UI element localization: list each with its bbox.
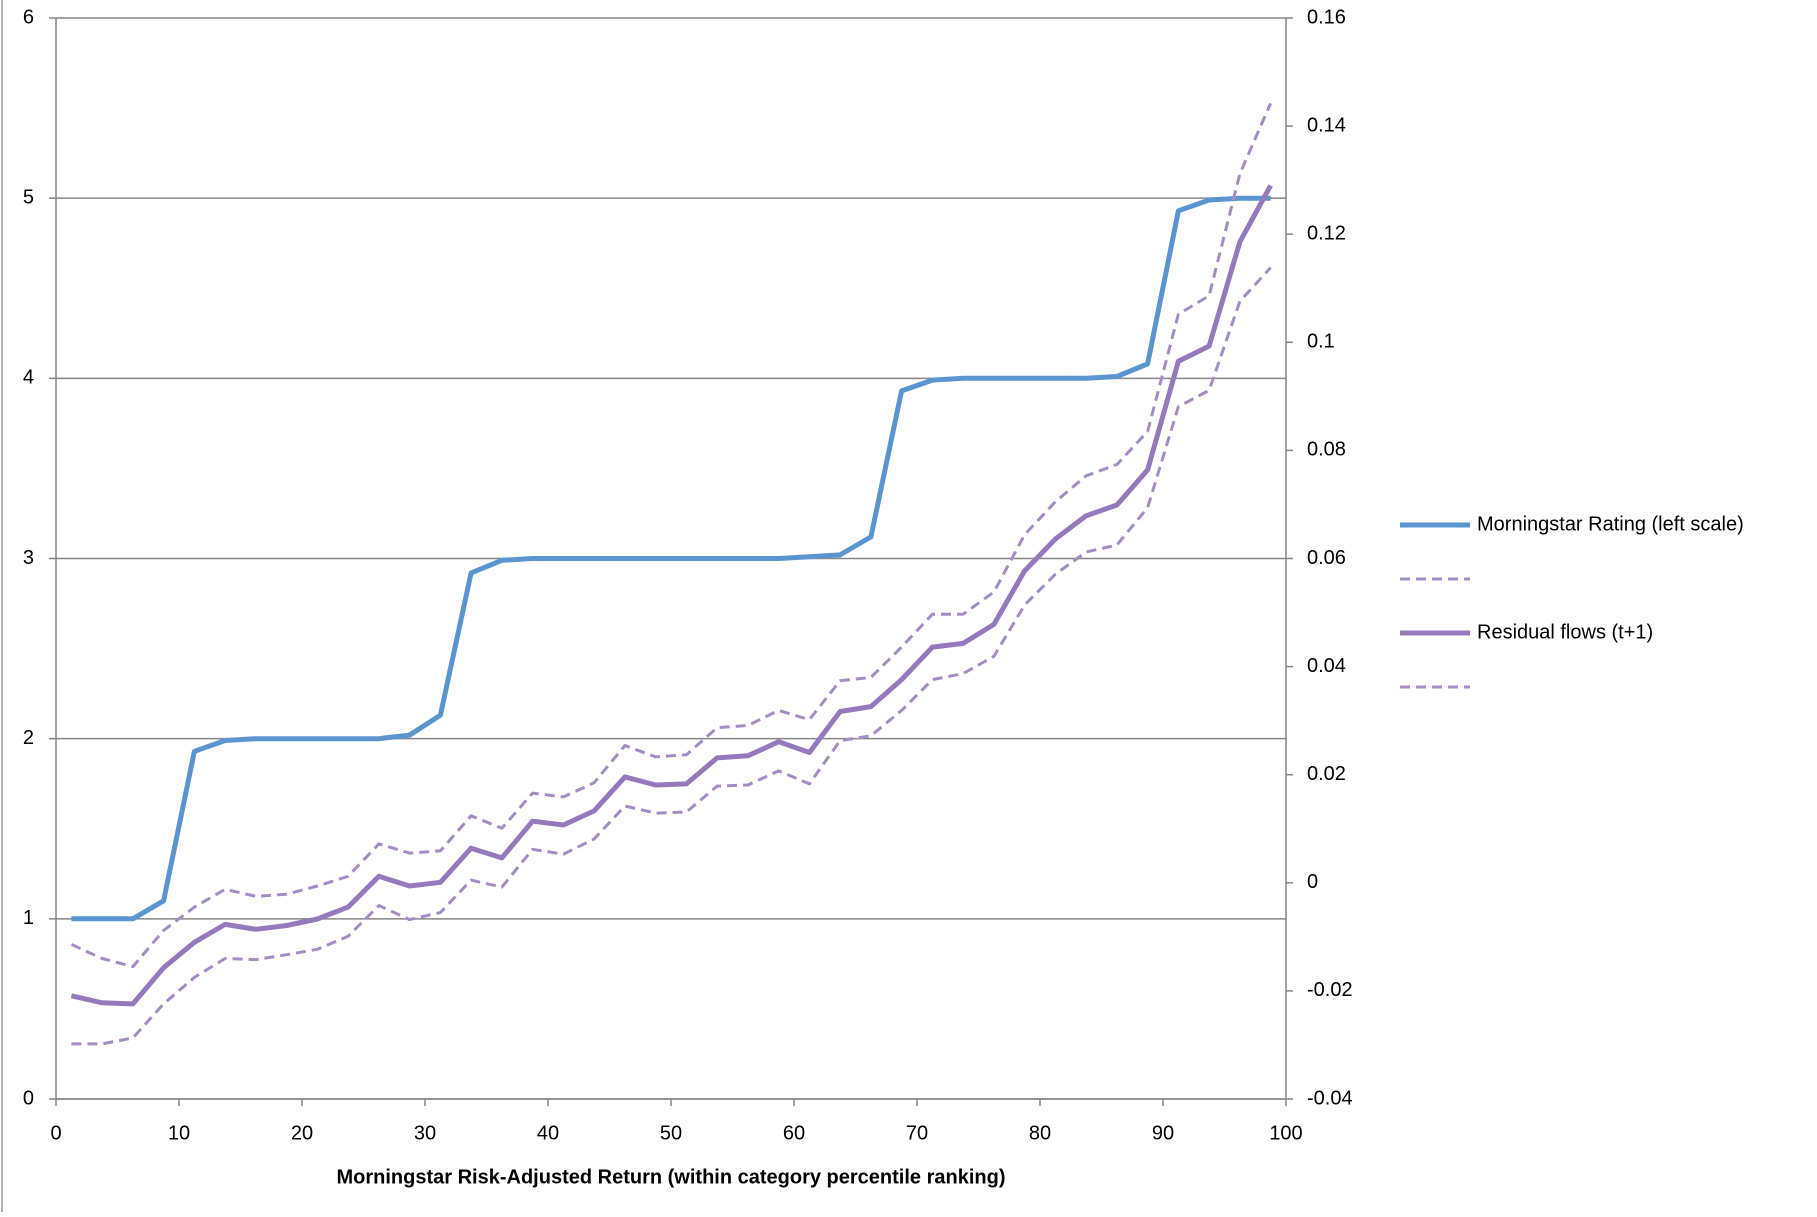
x-tick-label: 30 — [414, 1122, 436, 1144]
y-tick-label: 6 — [23, 6, 34, 28]
y2-tick-label: 0 — [1307, 871, 1318, 893]
legend-label: Residual flows (t+1) — [1477, 621, 1653, 643]
y-tick-label: 0 — [23, 1087, 34, 1109]
series-line — [71, 266, 1272, 1046]
y2-tick-label: 0.1 — [1307, 331, 1335, 353]
x-tick-label: 40 — [537, 1122, 559, 1144]
y-tick-label: 4 — [23, 367, 34, 389]
y2-tick-label: 0.02 — [1307, 763, 1346, 785]
x-tick-label: 90 — [1152, 1122, 1174, 1144]
x-tick-label: 60 — [783, 1122, 805, 1144]
y2-tick-label: 0.04 — [1307, 655, 1346, 677]
series-line — [70, 184, 1273, 1007]
y2-tick-label: 0.16 — [1307, 6, 1346, 28]
y2-tick-label: -0.04 — [1307, 1087, 1353, 1109]
x-tick-label: 100 — [1269, 1122, 1302, 1144]
series-line — [70, 102, 1272, 969]
x-tick-label: 20 — [291, 1122, 313, 1144]
y-tick-label: 5 — [23, 186, 34, 208]
x-axis-label: Morningstar Risk-Adjusted Return (within… — [337, 1166, 1006, 1188]
x-tick-label: 80 — [1029, 1122, 1051, 1144]
x-tick-label: 0 — [50, 1122, 61, 1144]
x-tick-label: 10 — [168, 1122, 190, 1144]
y-tick-label: 1 — [23, 907, 34, 929]
y2-tick-label: 0.12 — [1307, 222, 1346, 244]
x-tick-label: 70 — [906, 1122, 928, 1144]
legend-label: Morningstar Rating (left scale) — [1477, 513, 1744, 535]
y2-tick-label: -0.02 — [1307, 979, 1353, 1001]
y2-tick-label: 0.06 — [1307, 547, 1346, 569]
x-tick-label: 50 — [660, 1122, 682, 1144]
y-tick-label: 2 — [23, 727, 34, 749]
series-line — [71, 195, 1271, 922]
y2-tick-label: 0.14 — [1307, 114, 1346, 136]
y2-tick-label: 0.08 — [1307, 439, 1346, 461]
y-tick-label: 3 — [23, 547, 34, 569]
